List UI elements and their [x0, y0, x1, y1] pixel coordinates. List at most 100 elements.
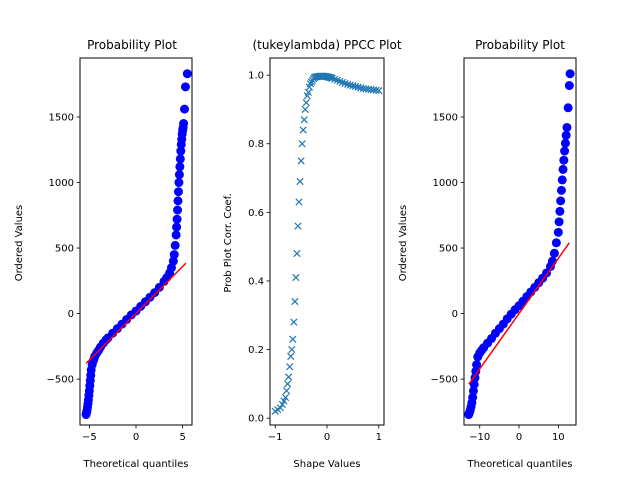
data-point — [281, 393, 290, 402]
data-point — [549, 248, 559, 258]
data-point — [288, 345, 296, 354]
data-point — [556, 196, 566, 206]
x-tick-label: 1 — [376, 432, 382, 443]
chart-marks — [464, 69, 575, 420]
data-point — [558, 164, 568, 174]
data-point — [346, 81, 354, 89]
data-point — [286, 363, 294, 371]
data-point — [563, 103, 573, 113]
y-axis-label: Ordered Values — [14, 205, 25, 282]
data-point — [551, 238, 561, 248]
axis-ticks: −5 0 5 −500 0 500 1000 1500 — [47, 112, 186, 443]
x-tick-label: 0 — [133, 432, 139, 443]
y-axis-label: Prob Plot Corr. Coef. — [223, 193, 234, 292]
data-point — [291, 297, 299, 306]
data-point — [294, 222, 302, 230]
data-point — [562, 122, 572, 132]
data-point — [292, 273, 300, 282]
y-tick-label: 1500 — [49, 112, 74, 123]
ppcc-plot-middle: (tukeylambda) PPCC Plot Shape Values Pro… — [223, 38, 402, 470]
data-point — [560, 146, 570, 156]
data-point — [301, 105, 309, 114]
x-tick-label: 0 — [324, 432, 330, 443]
y-tick-label: 0.2 — [248, 345, 264, 356]
x-tick-label: −10 — [469, 432, 490, 443]
data-point — [176, 146, 186, 156]
data-point — [468, 386, 478, 396]
x-tick-label: 5 — [179, 432, 185, 443]
y-tick-label: 1000 — [49, 178, 74, 189]
data-point — [287, 352, 295, 361]
data-point — [300, 116, 308, 124]
x-axis-label: Theoretical quantiles — [466, 459, 572, 470]
data-point — [173, 187, 183, 197]
x-tick-label: −5 — [82, 432, 97, 443]
y-axis-label: Ordered Values — [398, 205, 409, 282]
data-point — [290, 318, 298, 326]
data-point — [175, 154, 185, 164]
data-point — [276, 404, 284, 412]
data-point — [289, 335, 297, 343]
data-point — [174, 170, 184, 180]
data-point — [302, 98, 310, 107]
data-point — [173, 205, 183, 215]
plot-frame — [269, 57, 385, 426]
y-tick-label: 0.4 — [248, 276, 264, 287]
y-tick-label: 500 — [55, 244, 74, 255]
data-point — [468, 392, 478, 402]
y-tick-label: 500 — [439, 244, 458, 255]
data-point — [180, 82, 190, 92]
y-tick-label: −500 — [47, 375, 74, 386]
data-point — [470, 373, 480, 383]
data-point — [297, 157, 305, 165]
data-point — [174, 178, 184, 188]
axis-ticks: −10 0 10 −500 0 500 1000 1500 — [431, 112, 565, 443]
data-point — [169, 250, 179, 260]
y-tick-label: 1.0 — [248, 71, 264, 82]
data-point — [471, 366, 481, 376]
chart-title: (tukeylambda) PPCC Plot — [252, 38, 401, 52]
data-point — [175, 162, 185, 172]
data-point — [351, 82, 360, 91]
chart-title: Probability Plot — [475, 38, 565, 52]
y-tick-label: 0.6 — [248, 208, 264, 219]
y-tick-label: 0 — [452, 309, 458, 320]
data-point — [557, 175, 567, 185]
plot-frame — [79, 57, 193, 426]
data-point — [554, 217, 564, 227]
x-tick-label: 0 — [516, 432, 522, 443]
x-tick-label: 10 — [552, 432, 565, 443]
chart-marks — [81, 69, 192, 420]
data-point — [296, 177, 304, 186]
data-point — [171, 230, 181, 240]
data-point — [561, 130, 571, 140]
data-point — [559, 155, 569, 165]
data-point — [564, 81, 574, 91]
y-tick-label: 0 — [68, 309, 74, 320]
data-point — [299, 126, 307, 134]
y-tick-label: 0.0 — [248, 414, 264, 425]
data-point — [555, 206, 565, 216]
y-tick-label: 1500 — [433, 112, 458, 123]
data-point — [372, 86, 380, 94]
data-point — [179, 119, 189, 129]
data-point — [344, 80, 352, 89]
data-point — [173, 196, 183, 206]
data-point — [295, 198, 303, 206]
y-tick-label: 1000 — [433, 178, 458, 189]
y-tick-label: 0.8 — [248, 139, 264, 150]
data-point — [469, 379, 479, 389]
data-point — [182, 69, 192, 79]
data-point — [298, 140, 306, 148]
data-point — [565, 69, 575, 79]
data-point — [472, 360, 482, 370]
data-point — [282, 387, 291, 395]
chart-marks — [271, 72, 383, 415]
data-point — [349, 82, 357, 90]
data-point — [180, 104, 190, 114]
data-point — [293, 249, 301, 258]
y-tick-label: −500 — [431, 375, 458, 386]
x-axis-label: Shape Values — [293, 459, 360, 470]
